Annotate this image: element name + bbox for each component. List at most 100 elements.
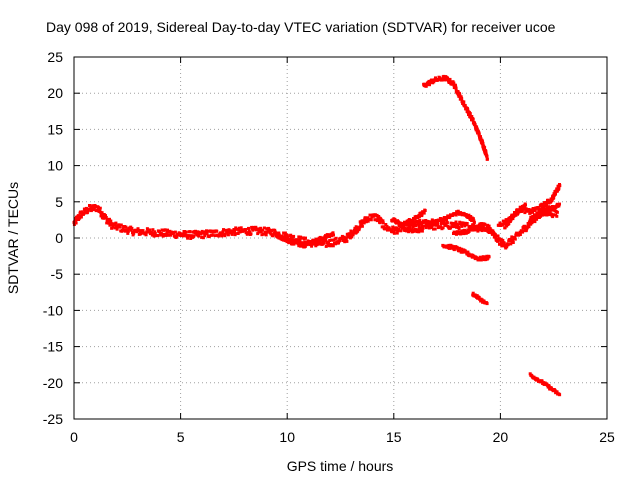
- data-point: [233, 233, 237, 237]
- data-point: [414, 223, 418, 227]
- data-point: [411, 218, 415, 222]
- data-point: [482, 299, 486, 303]
- data-point: [283, 239, 287, 243]
- data-point: [532, 218, 536, 222]
- data-point: [220, 232, 224, 236]
- data-point: [549, 212, 553, 216]
- data-point: [232, 228, 236, 231]
- data-point: [399, 229, 403, 233]
- data-point: [268, 228, 272, 232]
- data-point: [199, 232, 203, 236]
- data-point: [478, 255, 482, 259]
- data-point: [436, 222, 440, 226]
- data-point: [248, 230, 252, 234]
- data-point: [277, 233, 281, 237]
- data-point: [282, 231, 286, 235]
- data-point: [555, 210, 559, 214]
- data-points: [72, 74, 562, 397]
- data-point: [505, 245, 509, 249]
- data-point: [507, 222, 511, 226]
- data-point: [445, 218, 448, 222]
- data-point: [433, 227, 437, 231]
- data-point: [271, 234, 275, 238]
- data-point: [463, 228, 466, 232]
- x-tick-label: 25: [599, 429, 615, 445]
- x-tick-label: 0: [70, 429, 78, 445]
- data-point: [417, 224, 421, 228]
- data-point: [205, 232, 209, 236]
- data-point: [434, 76, 437, 80]
- data-point: [545, 203, 548, 206]
- data-point: [390, 230, 394, 234]
- data-point: [343, 240, 347, 244]
- series-track-late-mid: [503, 202, 527, 230]
- data-point: [264, 230, 268, 234]
- data-point: [347, 234, 351, 238]
- data-point: [488, 230, 491, 234]
- data-point: [419, 211, 423, 215]
- data-point: [498, 221, 502, 225]
- data-point: [473, 123, 477, 126]
- data-point: [535, 217, 539, 221]
- data-point: [113, 226, 117, 230]
- data-point: [420, 213, 424, 217]
- data-point: [479, 226, 483, 230]
- data-point: [424, 222, 428, 225]
- data-point: [378, 221, 382, 225]
- data-point: [261, 228, 264, 232]
- data-point: [523, 225, 527, 228]
- data-point: [325, 233, 329, 237]
- data-point: [283, 234, 287, 238]
- y-tick-label: -20: [43, 375, 63, 391]
- data-point: [159, 233, 163, 237]
- data-point: [426, 83, 430, 86]
- data-point: [298, 238, 302, 242]
- data-point: [386, 228, 390, 232]
- data-point: [485, 302, 489, 306]
- data-point: [456, 224, 460, 227]
- series-track-b: [398, 223, 425, 234]
- data-point: [223, 234, 227, 238]
- data-point: [189, 237, 193, 240]
- data-point: [393, 217, 397, 221]
- data-point: [467, 229, 471, 233]
- data-point: [311, 238, 315, 242]
- y-tick-label: 10: [47, 158, 63, 174]
- data-point: [471, 228, 474, 232]
- data-point: [441, 78, 445, 82]
- data-point: [78, 216, 82, 220]
- data-point: [151, 228, 155, 232]
- data-point: [98, 206, 102, 210]
- data-point: [455, 210, 459, 214]
- data-point: [237, 226, 241, 230]
- data-point: [524, 203, 527, 207]
- data-point: [169, 233, 172, 237]
- data-point: [357, 227, 361, 231]
- data-point: [483, 222, 487, 226]
- data-point: [226, 233, 230, 237]
- series-track-late-main: [486, 208, 559, 250]
- data-point: [126, 231, 130, 235]
- data-point: [527, 209, 531, 213]
- data-point: [297, 235, 301, 239]
- data-point: [177, 233, 180, 237]
- data-point: [555, 214, 559, 218]
- data-point: [282, 238, 286, 242]
- data-point: [472, 220, 476, 224]
- data-point: [237, 228, 241, 232]
- data-point: [511, 241, 515, 244]
- data-point: [427, 226, 431, 230]
- y-tick-label: 0: [55, 230, 63, 246]
- data-point: [273, 230, 277, 234]
- data-point: [110, 226, 114, 230]
- data-point: [515, 208, 519, 212]
- data-point: [486, 223, 490, 227]
- data-point: [239, 226, 243, 230]
- data-point: [481, 142, 485, 146]
- data-point: [292, 234, 296, 238]
- data-point: [494, 236, 498, 240]
- data-point: [209, 230, 213, 234]
- data-point: [254, 225, 258, 229]
- data-point: [181, 232, 185, 236]
- data-point: [448, 215, 452, 219]
